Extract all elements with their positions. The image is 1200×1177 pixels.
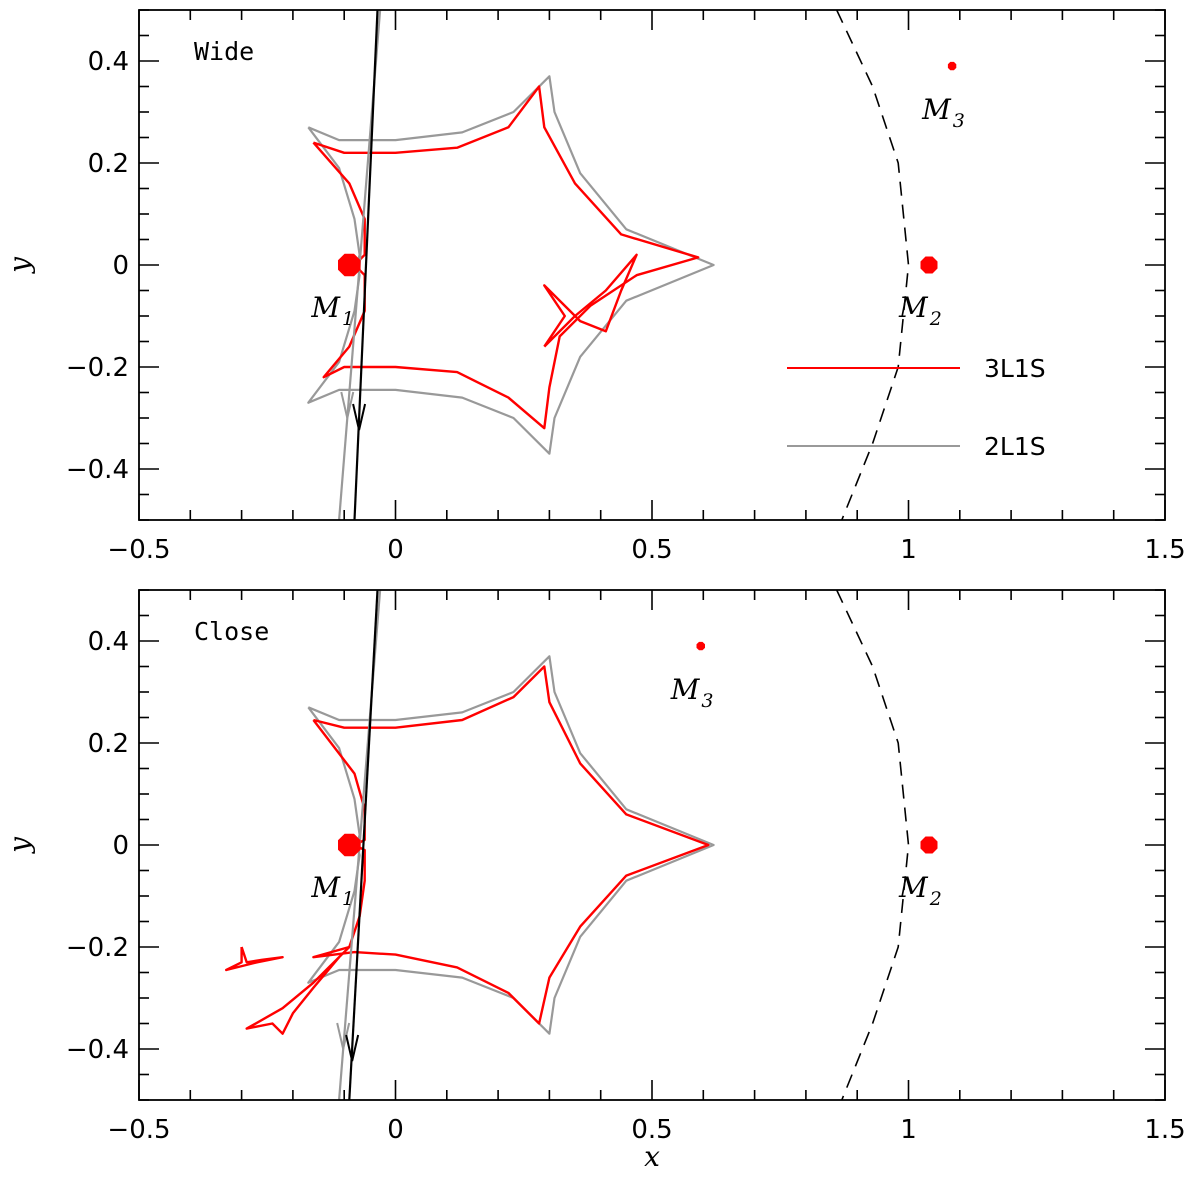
y-tick-label: 0.2: [88, 149, 129, 179]
y-axis-label: y: [3, 836, 36, 855]
y-tick-label: −0.2: [66, 933, 129, 963]
panel-title: Wide: [194, 37, 254, 66]
mass-label-sub: 2: [929, 308, 942, 330]
x-axis-label: x: [644, 1140, 660, 1173]
arrowhead-2l1s-trajectory: [340, 391, 355, 419]
mass-m2-marker: [920, 256, 938, 274]
mass-m3-marker: [947, 61, 957, 71]
mass-label-sub: 3: [701, 690, 713, 712]
x-tick-label: 1.5: [1144, 1115, 1185, 1145]
y-tick-label: −0.4: [66, 455, 129, 485]
legend: 3L1S 2L1S: [787, 354, 1046, 461]
x-tick-label: 1: [900, 535, 917, 565]
mass-m3-marker: [696, 641, 705, 651]
series-dashed-circle: [835, 590, 910, 1100]
mass-label-sub: 2: [929, 888, 942, 910]
mass-m1-marker: [338, 833, 361, 857]
mass-label-name: M: [898, 871, 929, 904]
mass-label-name: M: [898, 291, 929, 324]
legend-label: 2L1S: [984, 432, 1046, 461]
mass-m2-marker: [920, 836, 938, 854]
series-dashed-circle: [835, 10, 910, 520]
mass-label-name: M: [310, 291, 341, 324]
series-2l1s-caustic: [307, 655, 715, 1035]
mass-label-name: M: [670, 673, 701, 706]
y-axis-label: y: [3, 256, 36, 275]
x-tick-label: 1: [900, 1115, 917, 1145]
series-3l1s-small-caustic-a: [225, 946, 284, 972]
arrowhead-2l1s-trajectory: [336, 1022, 351, 1050]
series-3l1s-trajectory: [353, 10, 379, 520]
y-tick-label: 0: [112, 831, 129, 861]
series-2l1s-caustic: [307, 75, 715, 455]
series-3l1s-inner-caustic: [543, 253, 638, 348]
mass-m1-marker: [338, 253, 361, 277]
y-tick-label: 0.4: [88, 627, 129, 657]
y-tick-label: −0.2: [66, 353, 129, 383]
x-tick-label: 0.5: [631, 1115, 672, 1145]
series-3l1s-small-caustic-b: [245, 946, 351, 1035]
y-tick-label: 0.2: [88, 729, 129, 759]
series-3l1s-trajectory: [348, 590, 379, 1100]
y-tick-label: −0.4: [66, 1035, 129, 1065]
y-tick-label: 0: [112, 251, 129, 281]
mass-label-sub: 3: [953, 110, 965, 132]
data-layer: [225, 590, 910, 1100]
panel-title: Close: [194, 617, 269, 646]
axes-frame: [138, 589, 1166, 1101]
arrowhead-3l1s-trajectory: [352, 403, 367, 431]
x-tick-label: 0.5: [631, 535, 672, 565]
mass-label-sub: 1: [342, 308, 354, 330]
x-tick-label: 1.5: [1144, 535, 1185, 565]
x-tick-label: −0.5: [107, 1115, 170, 1145]
arrowhead-3l1s-trajectory: [345, 1034, 360, 1062]
y-tick-label: 0.4: [88, 47, 129, 77]
mass-label-sub: 1: [342, 888, 354, 910]
x-tick-label: 0: [387, 1115, 404, 1145]
data-layer: [307, 10, 910, 520]
mass-label-name: M: [921, 93, 952, 126]
legend-label: 3L1S: [984, 354, 1046, 383]
x-tick-label: −0.5: [107, 535, 170, 565]
x-tick-label: 0: [387, 535, 404, 565]
mass-label-name: M: [310, 871, 341, 904]
panel-top: M 1 M 2M 3−0.5 0 0.5 1 1.5−0.4−0.200.20.4yWide3L…: [3, 9, 1186, 565]
